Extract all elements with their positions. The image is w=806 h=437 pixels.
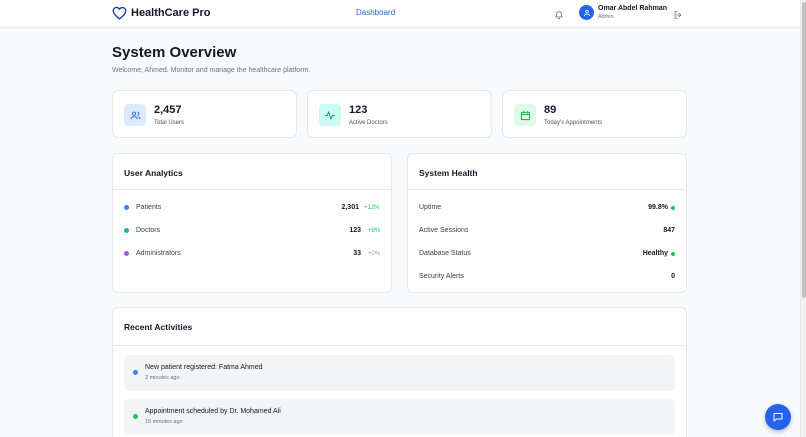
avatar[interactable] bbox=[579, 5, 594, 20]
activity-dot bbox=[133, 414, 138, 419]
user-analytics-panel: User Analytics Patients 2,301 +12% Docto… bbox=[112, 153, 392, 293]
calendar-icon bbox=[514, 104, 536, 126]
notifications-bell-icon[interactable] bbox=[554, 7, 564, 25]
recent-activities-panel: Recent Activities New patient registered… bbox=[112, 307, 687, 437]
panel-title: User Analytics bbox=[124, 168, 183, 178]
health-row-value: Healthy bbox=[642, 250, 668, 257]
activity-text: New patient registered: Fatma Ahmed bbox=[145, 364, 263, 371]
analytics-row-label: Patients bbox=[136, 204, 162, 211]
patients-dot bbox=[124, 205, 129, 210]
scrollbar-thumb[interactable] bbox=[802, 2, 806, 298]
activity-icon bbox=[319, 104, 341, 126]
nav-dashboard-link[interactable]: Dashboard bbox=[356, 8, 396, 17]
panel-title: System Health bbox=[419, 168, 478, 178]
page-title: System Overview bbox=[112, 44, 237, 61]
stat-card-total-users: 2,457 Total Users bbox=[112, 90, 297, 138]
health-row-label: Database Status bbox=[419, 250, 471, 257]
doctors-dot bbox=[124, 228, 129, 233]
panel-title: Recent Activities bbox=[124, 322, 193, 332]
activity-dot bbox=[133, 370, 138, 375]
users-icon bbox=[124, 104, 146, 126]
activity-time: 2 minutes ago bbox=[145, 375, 180, 381]
user-icon bbox=[583, 9, 590, 16]
chat-button[interactable] bbox=[765, 404, 791, 430]
brand[interactable]: HealthCare Pro bbox=[112, 6, 210, 20]
scrollbar[interactable] bbox=[800, 0, 806, 437]
stat-label: Total Users bbox=[154, 120, 185, 126]
brand-name: HealthCare Pro bbox=[131, 7, 211, 19]
page-subtitle: Welcome, Ahmed. Monitor and manage the h… bbox=[112, 67, 311, 74]
activity-text: Appointment scheduled by Dr. Mohamed Ali bbox=[145, 408, 281, 415]
logout-icon[interactable] bbox=[673, 7, 683, 25]
stat-card-appointments: 89 Today's Appointments bbox=[502, 90, 687, 138]
health-row-value: 847 bbox=[663, 227, 675, 234]
activity-time: 15 minutes ago bbox=[145, 419, 183, 425]
activity-item[interactable]: New patient registered: Fatma Ahmed 2 mi… bbox=[124, 355, 675, 391]
heart-icon bbox=[112, 6, 127, 20]
analytics-row-change: +8% bbox=[368, 228, 381, 234]
health-row-label: Active Sessions bbox=[419, 227, 469, 234]
analytics-row-value: 33 bbox=[353, 250, 361, 257]
divider bbox=[113, 345, 686, 346]
stat-label: Active Doctors bbox=[349, 120, 388, 126]
chat-icon bbox=[773, 413, 783, 422]
stat-label: Today's Appointments bbox=[544, 120, 603, 126]
analytics-row-label: Doctors bbox=[136, 227, 161, 234]
health-row-value: 0 bbox=[671, 273, 675, 280]
health-row-label: Uptime bbox=[419, 204, 442, 211]
administrators-dot bbox=[124, 251, 129, 256]
divider bbox=[408, 189, 686, 190]
activity-item[interactable]: Appointment scheduled by Dr. Mohamed Ali… bbox=[124, 399, 675, 435]
stat-card-active-doctors: 123 Active Doctors bbox=[307, 90, 492, 138]
database-status-dot bbox=[671, 252, 675, 256]
analytics-row-value: 2,301 bbox=[341, 204, 359, 211]
user-role: Admin bbox=[598, 14, 614, 20]
health-row-label: Security Alerts bbox=[419, 273, 464, 280]
health-row-value: 99.8% bbox=[648, 204, 668, 211]
divider bbox=[113, 189, 391, 190]
system-health-panel: System Health Uptime 99.8% Active Sessio… bbox=[407, 153, 687, 293]
analytics-row-change: +0% bbox=[368, 251, 381, 257]
analytics-row-label: Administrators bbox=[136, 250, 181, 257]
user-name: Omar Abdel Rahman bbox=[598, 5, 667, 12]
uptime-status-dot bbox=[671, 206, 675, 210]
analytics-row-change: +12% bbox=[364, 205, 380, 211]
stat-value: 2,457 bbox=[154, 104, 182, 116]
stat-value: 123 bbox=[349, 104, 368, 116]
stat-value: 89 bbox=[544, 104, 557, 116]
top-navbar: HealthCare Pro Dashboard Omar Abdel Rahm… bbox=[0, 0, 800, 28]
analytics-row-value: 123 bbox=[349, 227, 361, 234]
